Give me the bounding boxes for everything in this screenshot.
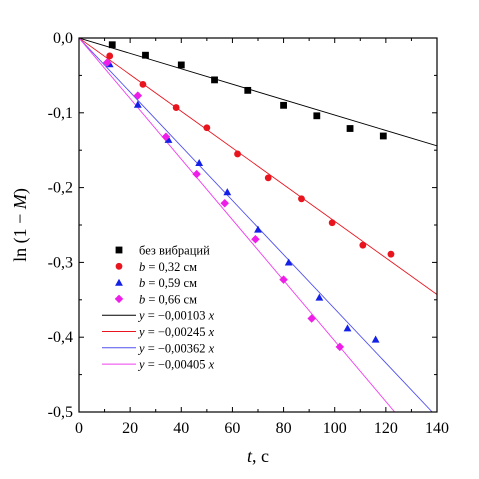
data-point-s1-3 <box>203 124 211 132</box>
legend-marker-2 <box>115 278 123 286</box>
legend-marker-1 <box>115 262 123 270</box>
legend-label-2: b = 0,59 см <box>139 276 197 290</box>
data-point-s1-9 <box>387 250 395 258</box>
data-point-s0-7 <box>346 125 354 132</box>
x-tick-label-6: 120 <box>374 420 398 437</box>
fit-line-2 <box>79 38 433 412</box>
data-point-s0-4 <box>244 86 252 94</box>
data-point-s3-6 <box>279 275 288 284</box>
data-point-s0-8 <box>379 132 387 140</box>
x-tick-label-0: 0 <box>75 420 83 437</box>
data-point-s2-7 <box>315 293 324 301</box>
x-tick-label-5: 100 <box>323 420 347 437</box>
data-point-s0-6 <box>313 112 321 120</box>
y-axis-label: ln (1 − M) <box>10 188 31 262</box>
y-tick-label-3: -0,3 <box>48 254 73 271</box>
data-point-s0-3 <box>211 76 218 84</box>
y-tick-label-0: 0,0 <box>53 30 73 47</box>
x-tick-label-2: 40 <box>173 420 189 437</box>
data-point-s1-4 <box>234 150 241 158</box>
data-point-s3-8 <box>335 342 345 352</box>
fit-line-0 <box>79 38 437 147</box>
fit-lines <box>79 38 437 412</box>
legend-fit-label-2: y = −0,00362 x <box>137 341 215 355</box>
x-tick-label-1: 20 <box>122 420 138 437</box>
data-point-s1-1 <box>139 80 147 88</box>
legend-label-1: b = 0,32 см <box>139 260 197 274</box>
y-tick-label-1: -0,1 <box>48 105 73 122</box>
y-tick-label-2: -0,2 <box>48 180 73 197</box>
data-point-s1-6 <box>298 195 305 203</box>
data-point-s2-6 <box>284 258 293 266</box>
data-point-s3-2 <box>161 132 171 141</box>
legend-marker-3 <box>114 294 124 304</box>
data-point-s2-8 <box>343 324 352 332</box>
axis-ticks: 0 20 40 60 80 100 120 140 0,0 -0,1 -0,2 -0,3 -0,4 -0,… <box>48 30 449 437</box>
data-point-s1-8 <box>359 241 367 249</box>
data-point-s0-1 <box>142 51 149 59</box>
data-point-s2-9 <box>371 335 380 343</box>
legend-fit-label-1: y = −0,00245 x <box>137 325 215 339</box>
data-point-s3-0 <box>102 58 112 67</box>
x-tick-label-4: 80 <box>276 420 292 437</box>
fit-line-1 <box>79 38 437 295</box>
data-point-s1-0 <box>106 52 114 60</box>
legend-marker-0 <box>115 246 123 254</box>
data-point-s2-3 <box>195 159 204 167</box>
data-point-s3-7 <box>307 314 316 323</box>
data-point-s2-4 <box>223 188 232 196</box>
data-point-s3-3 <box>192 169 201 179</box>
data-point-s1-7 <box>328 219 336 227</box>
plot-frame <box>78 37 438 413</box>
legend: без вибраций b = 0,32 см b = 0,59 см b = 0,… <box>102 244 215 372</box>
data-point-s0-5 <box>280 101 287 109</box>
data-point-s3-5 <box>251 234 260 244</box>
data-point-s2-2 <box>164 135 173 143</box>
data-point-s3-1 <box>133 91 143 100</box>
data-points <box>102 41 395 352</box>
data-point-s0-2 <box>177 61 185 69</box>
x-axis-label: t, с <box>247 446 269 466</box>
data-point-s2-5 <box>254 225 262 233</box>
legend-fit-label-3: y = −0,00405 x <box>137 358 215 372</box>
legend-label-0: без вибраций <box>139 244 210 258</box>
fit-line-3 <box>79 38 396 412</box>
data-point-s1-2 <box>172 104 180 111</box>
legend-fit-label-0: y = −0,00103 x <box>137 309 215 323</box>
y-tick-label-5: -0,5 <box>48 404 73 421</box>
x-tick-label-7: 140 <box>425 420 449 437</box>
data-point-s2-1 <box>133 100 142 108</box>
data-point-s3-4 <box>220 199 230 208</box>
x-tick-label-3: 60 <box>224 420 240 437</box>
data-point-s0-0 <box>108 41 116 49</box>
data-point-s1-5 <box>264 174 272 182</box>
y-tick-label-4: -0,4 <box>48 329 73 346</box>
legend-label-3: b = 0,66 см <box>139 292 197 306</box>
